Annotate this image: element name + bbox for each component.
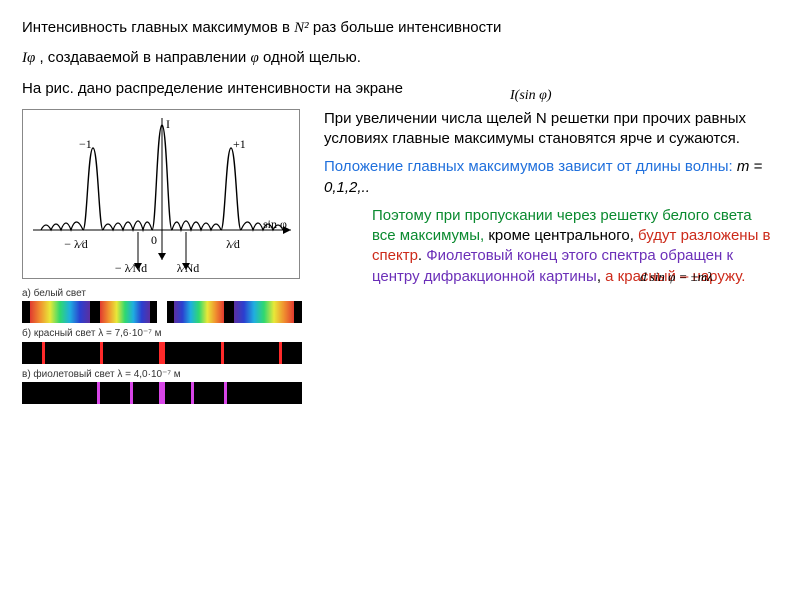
txt: одной щелью. [263, 49, 361, 66]
label-I: I [166, 116, 170, 132]
txt: , создаваемой в направлении [39, 49, 250, 66]
label-minus1: −1 [79, 136, 92, 152]
spectrum-red: б) красный свет λ = 7,6·10⁻⁷ м [22, 327, 302, 364]
spectrum-violet: в) фиолетовый свет λ = 4,0·10⁻⁷ м [22, 368, 302, 405]
i-phi: Iφ [22, 50, 35, 66]
intensity-diagram: I −1 +1 0 sin φ − λ⁄d λ⁄d − λ⁄Nd λ⁄Nd [22, 109, 300, 279]
spec-bar-white [22, 301, 302, 323]
label-plus1: +1 [233, 136, 246, 152]
spectrum-white: а) белый свет [22, 287, 302, 324]
spec-label-b: б) красный свет λ = 7,6·10⁻⁷ м [22, 327, 302, 341]
para-r1: При увеличении числа щелей N решетки при… [324, 109, 778, 150]
spec-bar-red [22, 342, 302, 364]
txt-blue: Положение главных максимумов зависит от … [324, 158, 737, 175]
t: , [630, 227, 638, 244]
eq-dsinphi: d sin φ = ±mλ [640, 268, 713, 286]
frac-neg-ld: − λ⁄d [59, 236, 93, 252]
left-column: ↙ ↘ [22, 109, 312, 409]
intro-para-3: На рис. дано распределение интенсивности… [22, 79, 778, 99]
txt: раз больше интенсивности [313, 19, 502, 36]
intro-para-1: Интенсивность главных максимумов в N² ра… [22, 18, 778, 38]
spectra-block: а) белый свет б) красный свет λ = 7,6·10… [22, 287, 302, 405]
right-column: При увеличении числа щелей N решетки при… [324, 109, 778, 409]
main-row: ↙ ↘ [22, 109, 778, 409]
spec-label-a: а) белый свет [22, 287, 302, 301]
frac-pos-ld: λ⁄d [221, 236, 245, 252]
phi: φ [250, 50, 258, 66]
diffraction-curve-svg [23, 110, 301, 280]
t: , [597, 268, 605, 285]
para-r2: Положение главных максимумов зависит от … [324, 157, 778, 198]
spec-label-c: в) фиолетовый свет λ = 4,0·10⁻⁷ м [22, 368, 302, 382]
frac-neg-lNd: − λ⁄Nd [111, 260, 151, 276]
spec-bar-violet [22, 382, 302, 404]
frac-pos-lNd: λ⁄Nd [173, 260, 203, 276]
n-squared: N² [294, 20, 309, 36]
txt-except: кроме центрального [488, 227, 629, 244]
eq-i-sinphi: I(sin φ) [510, 87, 552, 106]
intro-para-2: Iφ , создаваемой в направлении φ одной щ… [22, 48, 778, 68]
txt: Интенсивность главных максимумов в [22, 19, 294, 36]
t: . [418, 247, 426, 264]
label-zero: 0 [151, 232, 157, 248]
label-sinphi: sin φ [263, 216, 287, 232]
txt: На рис. дано распределение интенсивности… [22, 80, 403, 97]
